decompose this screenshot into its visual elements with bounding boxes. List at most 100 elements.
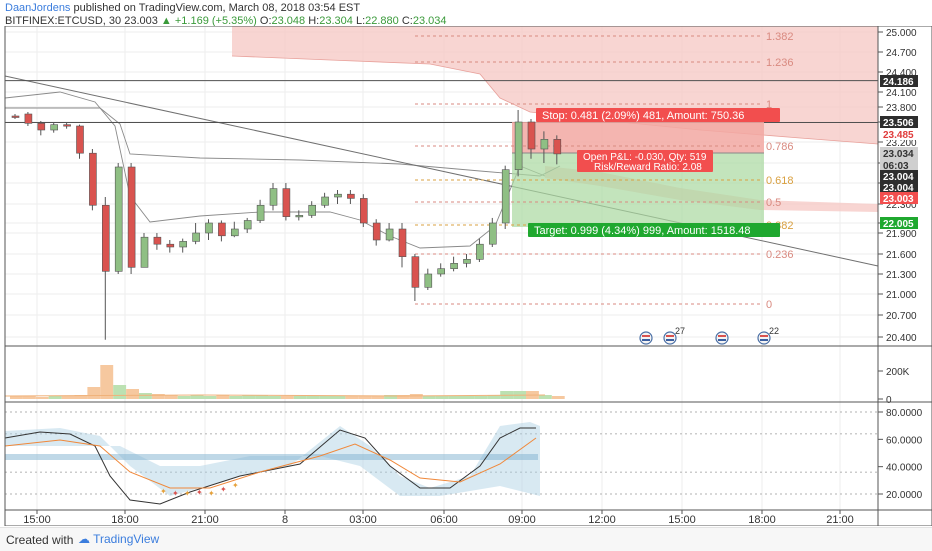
candle-body xyxy=(114,166,123,272)
flag-icon xyxy=(639,331,653,345)
candle-body xyxy=(102,204,110,272)
candle-body xyxy=(385,228,394,241)
open-value: 23.048 xyxy=(271,15,306,27)
price-tag: 23.004 xyxy=(880,170,918,183)
volume-bar xyxy=(190,395,204,399)
candle xyxy=(127,163,136,274)
price-axis-label: 21.300 xyxy=(886,270,917,281)
price-axis-label: 25.000 xyxy=(886,28,917,39)
candle-body xyxy=(295,215,304,218)
signal-marker-icon: ✦ xyxy=(196,488,203,497)
author-link[interactable]: DaanJordens xyxy=(5,2,71,14)
volume-bar xyxy=(345,396,359,399)
candle xyxy=(218,220,226,242)
volume-bar xyxy=(229,396,243,399)
candle-body xyxy=(127,166,136,268)
candle xyxy=(102,197,110,340)
target-label[interactable]: Target: 0.999 (4.34%) 999, Amount: 1518.… xyxy=(528,223,780,237)
pnl-label[interactable]: Open P&L: -0.030, Qty: 519 Risk/Reward R… xyxy=(577,150,713,173)
economic-event-badge[interactable]: 22 xyxy=(757,326,779,345)
economic-event-badge[interactable] xyxy=(715,331,729,345)
price-tag-text: 24.186 xyxy=(883,77,914,88)
stop-label[interactable]: Stop: 0.481 (2.09%) 481, Amount: 750.36 xyxy=(536,108,780,122)
flag-stripe xyxy=(760,339,768,341)
osc-axis-label: 40.0000 xyxy=(886,463,923,474)
candle-body xyxy=(231,228,239,237)
fib-level-label: 0.786 xyxy=(766,141,794,153)
candle xyxy=(140,233,149,268)
flag-stripe xyxy=(642,339,650,341)
open-label: O: xyxy=(259,15,272,27)
candle xyxy=(476,238,484,262)
price-tag-text: 23.003 xyxy=(883,194,914,205)
signal-marker-icon: ✦ xyxy=(160,487,167,496)
price-axis-label: 20.400 xyxy=(886,333,917,344)
price-axis-label: 24.700 xyxy=(886,48,917,59)
candle xyxy=(63,122,71,129)
candle-body xyxy=(540,139,549,150)
signal-marker-icon: ✦ xyxy=(220,485,227,494)
publish-line: DaanJordens published on TradingView.com… xyxy=(5,2,360,14)
candle xyxy=(89,149,97,211)
stop-zone[interactable] xyxy=(512,122,764,153)
economic-event-badge[interactable] xyxy=(639,331,653,345)
candle xyxy=(37,121,46,136)
volume-bar xyxy=(358,396,372,399)
volume-bar xyxy=(461,396,475,399)
candle xyxy=(450,256,458,272)
candle-body xyxy=(488,222,497,245)
osc-d-line xyxy=(4,437,537,489)
time-axis[interactable]: 15:00 18:00 21:00 8 03:00 06:00 09:00 12:00 15:0… xyxy=(23,510,854,526)
flag-stripe xyxy=(760,335,768,337)
footer: Created with ☁ TradingView xyxy=(0,527,932,551)
price-axis-label: 23.200 xyxy=(886,138,917,149)
candle-body xyxy=(527,121,536,150)
candle-body xyxy=(153,236,162,245)
osc-k-line xyxy=(4,427,536,505)
candle xyxy=(385,223,394,242)
candle xyxy=(553,135,562,165)
candle-body xyxy=(424,273,433,288)
time-axis-label: 8 xyxy=(282,514,288,526)
volume-bar xyxy=(242,395,256,399)
candle-body xyxy=(24,113,33,124)
economic-event-badge[interactable]: 27 xyxy=(663,326,685,345)
volume-bar xyxy=(409,394,423,399)
price-axis-label: 23.800 xyxy=(886,103,917,114)
symbol-label[interactable]: BITFINEX:ETCUSD, 30 xyxy=(5,15,122,27)
osc-midband xyxy=(5,454,538,460)
up-arrow-icon: ▲ xyxy=(160,15,172,27)
candle xyxy=(76,124,84,159)
tradingview-logo[interactable]: ☁ TradingView xyxy=(78,532,159,546)
event-badges[interactable]: 27 22 xyxy=(639,326,779,345)
flag-stripe xyxy=(642,335,650,337)
volume-bar xyxy=(216,395,230,399)
candle-body xyxy=(218,222,226,237)
candle-body xyxy=(450,263,458,269)
low-value: 22.880 xyxy=(365,15,399,27)
tradingview-brand: TradingView xyxy=(93,532,160,546)
signal-marker-icon: ✦ xyxy=(232,481,239,490)
candle xyxy=(179,238,187,253)
candle-body xyxy=(243,220,252,230)
volume-bar xyxy=(487,395,501,399)
price-change: +1.169 (+5.35%) xyxy=(174,15,257,27)
candle xyxy=(334,190,342,204)
candle xyxy=(166,240,175,253)
time-axis-label: 06:00 xyxy=(430,514,458,526)
candle-body xyxy=(89,152,97,206)
candle xyxy=(256,199,265,223)
osc-axis-label: 60.0000 xyxy=(886,435,923,446)
candle xyxy=(24,112,33,126)
event-count: 27 xyxy=(675,326,685,336)
candle-body xyxy=(501,169,510,224)
candle xyxy=(231,221,239,238)
price-tag: 24.186 xyxy=(880,75,918,88)
candle xyxy=(540,131,549,163)
flag-stripe xyxy=(666,335,674,337)
candle-body xyxy=(334,193,342,198)
volume-bar xyxy=(151,394,165,399)
moving-average-slow xyxy=(5,107,561,177)
